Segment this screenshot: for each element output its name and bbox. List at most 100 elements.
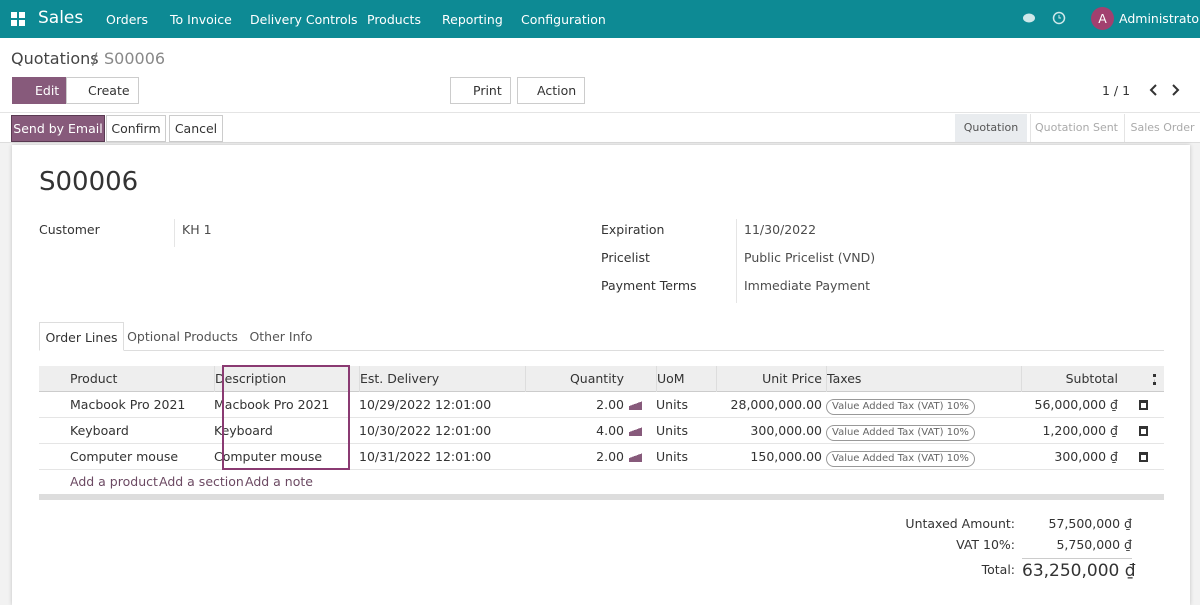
action-button[interactable]: Action (517, 77, 586, 104)
tax-cell: Value Added Tax (VAT) 10% (826, 392, 1021, 418)
navbar: Sales Orders To Invoice Delivery Controls P… (0, 0, 1200, 38)
field-value: KH 1 (182, 222, 212, 237)
status-button[interactable]: Cancel (169, 115, 223, 142)
table-cell[interactable]: Macbook Pro 2021 (70, 397, 186, 412)
column-header[interactable]: Unit Price (716, 366, 822, 392)
status-button[interactable]: Send by Email (11, 115, 105, 142)
column-header[interactable]: Taxes (826, 366, 1015, 392)
tax-cell: Value Added Tax (VAT) 10% (826, 444, 1021, 470)
table-footer (39, 494, 1164, 500)
menu-item[interactable]: Configuration (521, 12, 606, 27)
row-line (39, 417, 1164, 418)
apps-icon[interactable] (11, 12, 25, 26)
status-button[interactable]: Confirm (106, 115, 166, 142)
table-cell[interactable]: 1,200,000 ₫ (1042, 423, 1118, 438)
menu-item[interactable]: Reporting (442, 12, 503, 27)
tax-cell: Value Added Tax (VAT) 10% (826, 418, 1021, 444)
menu-item[interactable]: Products (367, 12, 421, 27)
total-value: 57,500,000 ₫ (1048, 516, 1133, 531)
total-value: 5,750,000 ₫ (1056, 537, 1132, 552)
column-header[interactable]: Subtotal (1021, 366, 1118, 392)
table-cell[interactable]: Keyboard (214, 423, 273, 438)
delete-icon[interactable] (1139, 426, 1148, 436)
table-cell[interactable]: Macbook Pro 2021 (214, 397, 330, 412)
field-separator (736, 219, 737, 247)
total-label: Untaxed Amount: (905, 516, 1015, 531)
activity-icon[interactable] (1052, 11, 1066, 25)
field-separator (736, 247, 737, 275)
tab[interactable]: Order Lines (39, 322, 124, 351)
table-cell[interactable]: 2.00 (596, 449, 624, 464)
menu-item[interactable]: Delivery Controls (250, 12, 358, 27)
field-value: Immediate Payment (744, 278, 871, 293)
row-line (39, 469, 1164, 470)
tax-tag[interactable]: Value Added Tax (VAT) 10% (826, 399, 975, 415)
column-header[interactable]: Est. Delivery (359, 366, 519, 392)
form-sheet: S00006 Customer KH 1 Expiration 11/30/2022 P… (12, 145, 1190, 605)
table-cell[interactable]: 150,000.00 (750, 449, 822, 464)
table-cell[interactable]: Units (656, 423, 688, 438)
stage[interactable]: Quotation Sent (1030, 114, 1122, 142)
field-label: Expiration (601, 222, 665, 237)
field-separator (174, 219, 175, 247)
field-separator (736, 275, 737, 303)
forecast-icon[interactable] (629, 453, 642, 462)
table-cell[interactable]: Computer mouse (214, 449, 323, 464)
breadcrumb-parent[interactable]: Quotations (11, 49, 99, 68)
menu-item[interactable]: To Invoice (170, 12, 232, 27)
field-value: Public Pricelist (VND) (744, 250, 876, 265)
table-cell[interactable]: 56,000,000 ₫ (1034, 397, 1119, 412)
table-header (39, 366, 1164, 392)
total-value: 63,250,000 ₫ (1022, 558, 1136, 581)
user-name[interactable]: Administrator (1119, 11, 1200, 26)
table-cell[interactable]: 10/31/2022 12:01:00 (359, 449, 492, 464)
create-button[interactable]: Create (66, 77, 139, 104)
table-cell[interactable]: Units (656, 449, 688, 464)
column-header[interactable]: Description (214, 366, 346, 392)
delete-icon[interactable] (1139, 452, 1148, 462)
field-label: Customer (39, 222, 100, 237)
column-header[interactable]: Quantity (525, 366, 624, 392)
add-link[interactable]: Add a section (159, 474, 244, 489)
column-header[interactable]: UoM (656, 366, 710, 392)
tax-tag[interactable]: Value Added Tax (VAT) 10% (826, 425, 975, 441)
column-options (1153, 374, 1156, 385)
table-cell[interactable]: Units (656, 397, 688, 412)
forecast-icon[interactable] (629, 427, 642, 436)
table-cell[interactable]: 28,000,000.00 (730, 397, 822, 412)
print-button[interactable]: Print (450, 77, 511, 104)
field-label: Pricelist (601, 250, 650, 265)
breadcrumb-separator: / (92, 49, 98, 68)
stage[interactable]: Quotation (955, 114, 1027, 142)
app-name[interactable]: Sales (38, 8, 84, 28)
avatar[interactable]: A (1091, 7, 1114, 30)
delete-icon[interactable] (1139, 400, 1148, 410)
table-cell[interactable]: 4.00 (596, 423, 624, 438)
field-label: Payment Terms (601, 278, 697, 293)
record-name: S00006 (39, 167, 139, 197)
table-cell[interactable]: 10/30/2022 12:01:00 (359, 423, 492, 438)
table-cell[interactable]: Computer mouse (70, 449, 179, 464)
table-cell[interactable]: 2.00 (596, 397, 624, 412)
forecast-icon[interactable] (629, 401, 642, 410)
tab[interactable]: Other Info (249, 329, 313, 344)
edit-button[interactable]: Edit (12, 77, 69, 104)
total-label: VAT 10%: (956, 537, 1015, 552)
menu-item[interactable]: Orders (106, 12, 149, 27)
add-link[interactable]: Add a product (70, 474, 158, 489)
table-cell[interactable]: 300,000.00 (750, 423, 822, 438)
pager-arrows[interactable] (1145, 82, 1185, 98)
tab[interactable]: Optional Products (127, 329, 238, 344)
stage[interactable]: Sales Order (1124, 114, 1200, 142)
add-link[interactable]: Add a note (245, 474, 313, 489)
table-cell[interactable]: 10/29/2022 12:01:00 (359, 397, 492, 412)
table-cell[interactable]: Keyboard (70, 423, 129, 438)
control-panel: Quotations / S00006 Edit Create Print Ac… (0, 38, 1200, 143)
tax-tag[interactable]: Value Added Tax (VAT) 10% (826, 451, 975, 467)
column-header[interactable]: Product (70, 371, 118, 386)
pager: 1 / 1 (1102, 83, 1131, 98)
chat-icon[interactable] (1022, 12, 1038, 26)
table-cell[interactable]: 300,000 ₫ (1054, 449, 1118, 464)
